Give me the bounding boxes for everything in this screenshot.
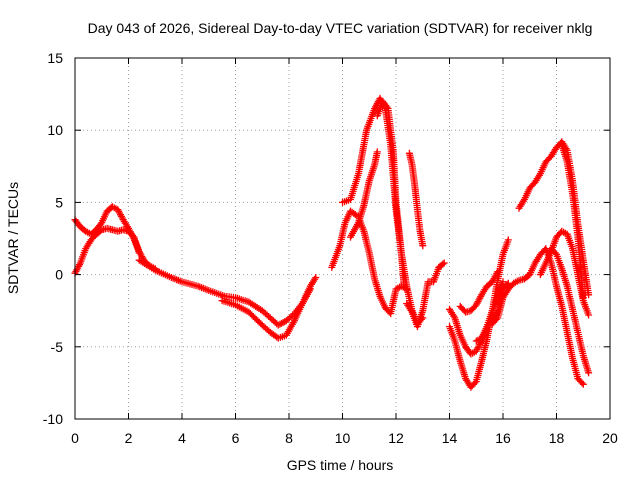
x-tick-label: 14 [442,430,458,446]
y-axis-label: SDTVAR / TECUs [5,182,21,294]
x-axis-label: GPS time / hours [287,457,394,473]
x-tick-label: 12 [388,430,404,446]
x-tick-label: 10 [335,430,351,446]
x-tick-label: 6 [232,430,240,446]
y-tick-label: -5 [51,339,64,355]
x-tick-label: 8 [285,430,293,446]
y-tick-label: 0 [55,267,63,283]
x-tick-label: 0 [71,430,79,446]
series-seg-j [403,259,448,331]
series-seg-g [347,148,381,241]
series-seg-s [558,141,587,302]
x-tick-label: 2 [125,430,133,446]
y-tick-label: 5 [55,194,63,210]
chart-title: Day 043 of 2026, Sidereal Day-to-day VTE… [88,20,593,36]
series-seg-h [373,97,408,290]
x-tick-label: 16 [495,430,511,446]
series-seg-b [71,224,143,277]
x-tick-label: 18 [549,430,565,446]
marks-layer [71,94,593,391]
series-seg-d [218,274,320,342]
y-tick-label: -10 [43,411,63,427]
series-seg-c [135,256,314,329]
x-tick-label: 4 [178,430,186,446]
series-seg-m [456,268,502,316]
y-tick-label: 10 [47,122,63,138]
series-seg-r [547,245,593,377]
y-tick-label: 15 [47,50,63,66]
series-seg-i [405,149,427,250]
tick-layer: 0 2 4 6 8 10 12 14 16 18 20 -10 -5 0 5 10 15 [43,50,618,446]
x-tick-label: 20 [602,430,618,446]
